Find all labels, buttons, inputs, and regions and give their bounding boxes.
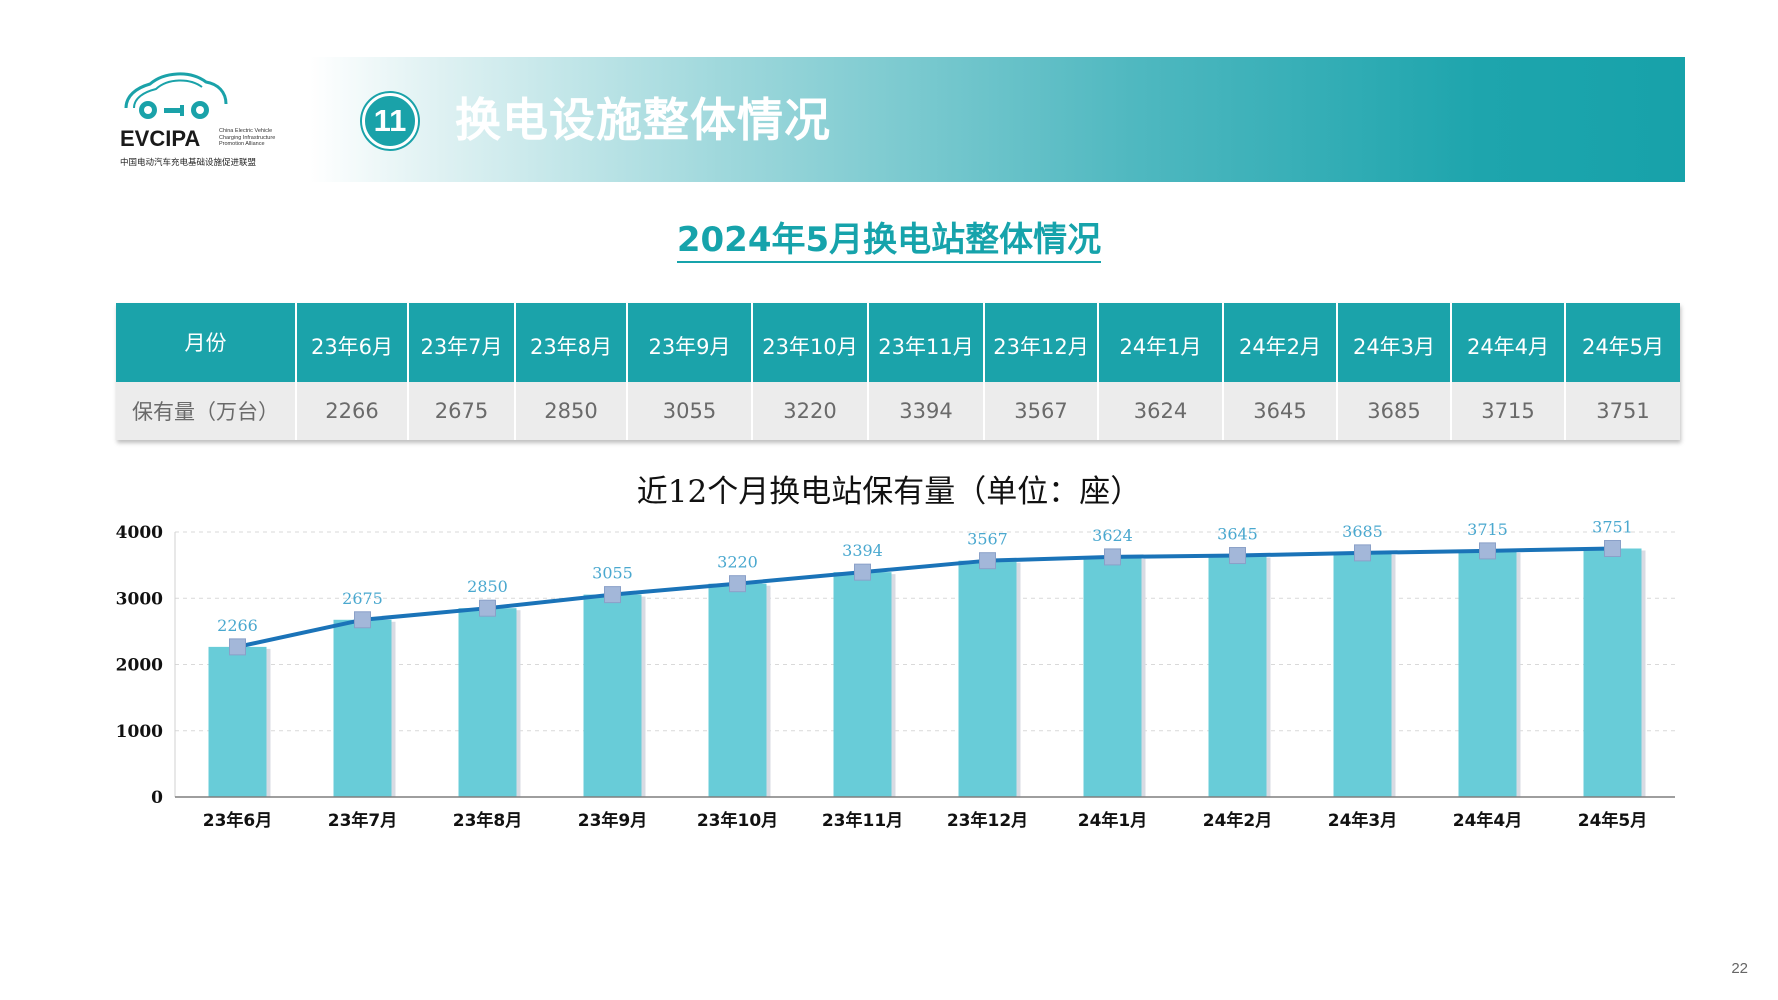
table-header-row: 月份 23年6月 23年7月 23年8月 23年9月 23年10月 23年11月… [116, 303, 1680, 382]
data-label: 3715 [1467, 520, 1508, 539]
page-subtitle: 2024年5月换电站整体情况 [0, 212, 1778, 263]
month-row-label: 月份 [116, 303, 297, 382]
y-tick-label: 3000 [116, 589, 163, 609]
y-tick-label: 1000 [116, 722, 163, 742]
x-tick-label: 24年1月 [1078, 810, 1148, 831]
x-tick-label: 23年8月 [453, 810, 523, 831]
value-cell: 2675 [408, 382, 516, 440]
bar [833, 572, 892, 797]
value-cell: 3685 [1337, 382, 1452, 440]
data-marker [229, 638, 246, 656]
month-cell: 23年10月 [752, 303, 869, 382]
data-label: 2675 [342, 589, 383, 608]
value-cell: 3394 [868, 382, 985, 440]
value-cell: 3567 [984, 382, 1099, 440]
month-cell: 23年9月 [627, 303, 753, 382]
month-cell: 23年8月 [515, 303, 628, 382]
evcipa-logo: EVCIPA China Electric Vehicle Charging I… [116, 68, 286, 178]
value-cell: 3624 [1098, 382, 1224, 440]
data-label: 3220 [717, 553, 758, 572]
data-marker [604, 586, 621, 604]
data-label: 3055 [592, 564, 633, 583]
y-tick-label: 0 [151, 788, 163, 808]
header-banner [310, 57, 1685, 182]
bar [1583, 548, 1642, 797]
data-label: 3394 [842, 541, 883, 560]
data-marker [1604, 539, 1621, 557]
data-marker [354, 611, 371, 629]
data-label: 2266 [217, 616, 258, 635]
value-cell: 3220 [752, 382, 869, 440]
month-cell: 23年6月 [296, 303, 409, 382]
month-cell: 23年11月 [868, 303, 985, 382]
x-tick-label: 23年6月 [203, 810, 273, 831]
month-cell: 24年4月 [1451, 303, 1566, 382]
data-label: 2850 [467, 577, 508, 596]
table-value-row: 保有量（万台） 2266 2675 2850 3055 3220 3394 35… [116, 382, 1680, 440]
page-subtitle-text: 2024年5月换电站整体情况 [676, 220, 1102, 263]
x-tick-label: 24年4月 [1453, 810, 1523, 831]
bar [708, 583, 767, 797]
x-tick-label: 23年10月 [697, 810, 778, 831]
data-marker [1104, 548, 1121, 566]
data-marker [479, 599, 496, 617]
month-cell: 24年2月 [1223, 303, 1338, 382]
month-cell: 24年5月 [1565, 303, 1680, 382]
data-label: 3567 [967, 530, 1008, 549]
y-tick-label: 2000 [116, 656, 163, 676]
series-line [237, 546, 1613, 649]
stock-chart: 0 1000 2000 3000 4000 2266 2675 2850 3055 3220 339… [116, 517, 1675, 831]
chart-title: 近12个月换电站保有量（单位：座） [636, 474, 1142, 510]
x-tick-label: 23年11月 [822, 810, 903, 831]
data-marker [1479, 542, 1496, 560]
bar [208, 646, 267, 797]
value-cell: 3715 [1451, 382, 1566, 440]
y-tick-label: 4000 [116, 523, 163, 543]
x-tick-label: 23年7月 [328, 810, 398, 831]
value-cell: 2850 [515, 382, 628, 440]
x-tick-label: 23年12月 [947, 810, 1028, 831]
value-row-label: 保有量（万台） [116, 382, 297, 440]
month-cell: 23年12月 [984, 303, 1099, 382]
data-marker [979, 552, 996, 570]
bar [1458, 550, 1517, 797]
bar [333, 619, 392, 797]
logo-english-name: China Electric Vehicle Charging Infrastr… [219, 128, 276, 147]
data-label: 3624 [1092, 526, 1133, 545]
month-cell: 24年3月 [1337, 303, 1452, 382]
value-cell: 2266 [296, 382, 409, 440]
data-label: 3751 [1592, 517, 1633, 536]
stock-table: 月份 23年6月 23年7月 23年8月 23年9月 23年10月 23年11月… [116, 303, 1680, 440]
car-plug-icon [124, 72, 228, 119]
month-cell: 23年7月 [408, 303, 516, 382]
value-cell: 3055 [627, 382, 753, 440]
section-title: 换电设施整体情况 [455, 93, 831, 147]
data-marker [729, 575, 746, 593]
value-cell: 3645 [1223, 382, 1338, 440]
data-marker [1354, 544, 1371, 562]
data-label: 3645 [1217, 525, 1258, 544]
x-tick-label: 24年5月 [1578, 810, 1648, 831]
logo-chinese-name: 中国电动汽车充电基础设施促进联盟 [120, 158, 257, 168]
data-marker [1229, 547, 1246, 565]
page-number: 22 [1731, 960, 1748, 977]
bar [958, 560, 1017, 797]
bar [458, 608, 517, 797]
x-tick-label: 24年3月 [1328, 810, 1398, 831]
logo-wordmark: EVCIPA [120, 126, 201, 151]
bar [1333, 552, 1392, 797]
bar [1083, 556, 1142, 797]
value-cell: 3751 [1565, 382, 1680, 440]
x-tick-label: 24年2月 [1203, 810, 1273, 831]
bar [583, 594, 642, 797]
x-tick-label: 23年9月 [578, 810, 648, 831]
data-label: 3685 [1342, 522, 1383, 541]
month-cell: 24年1月 [1098, 303, 1224, 382]
section-number-badge: 11 [362, 93, 418, 149]
bar [1208, 555, 1267, 797]
data-marker [854, 563, 871, 581]
